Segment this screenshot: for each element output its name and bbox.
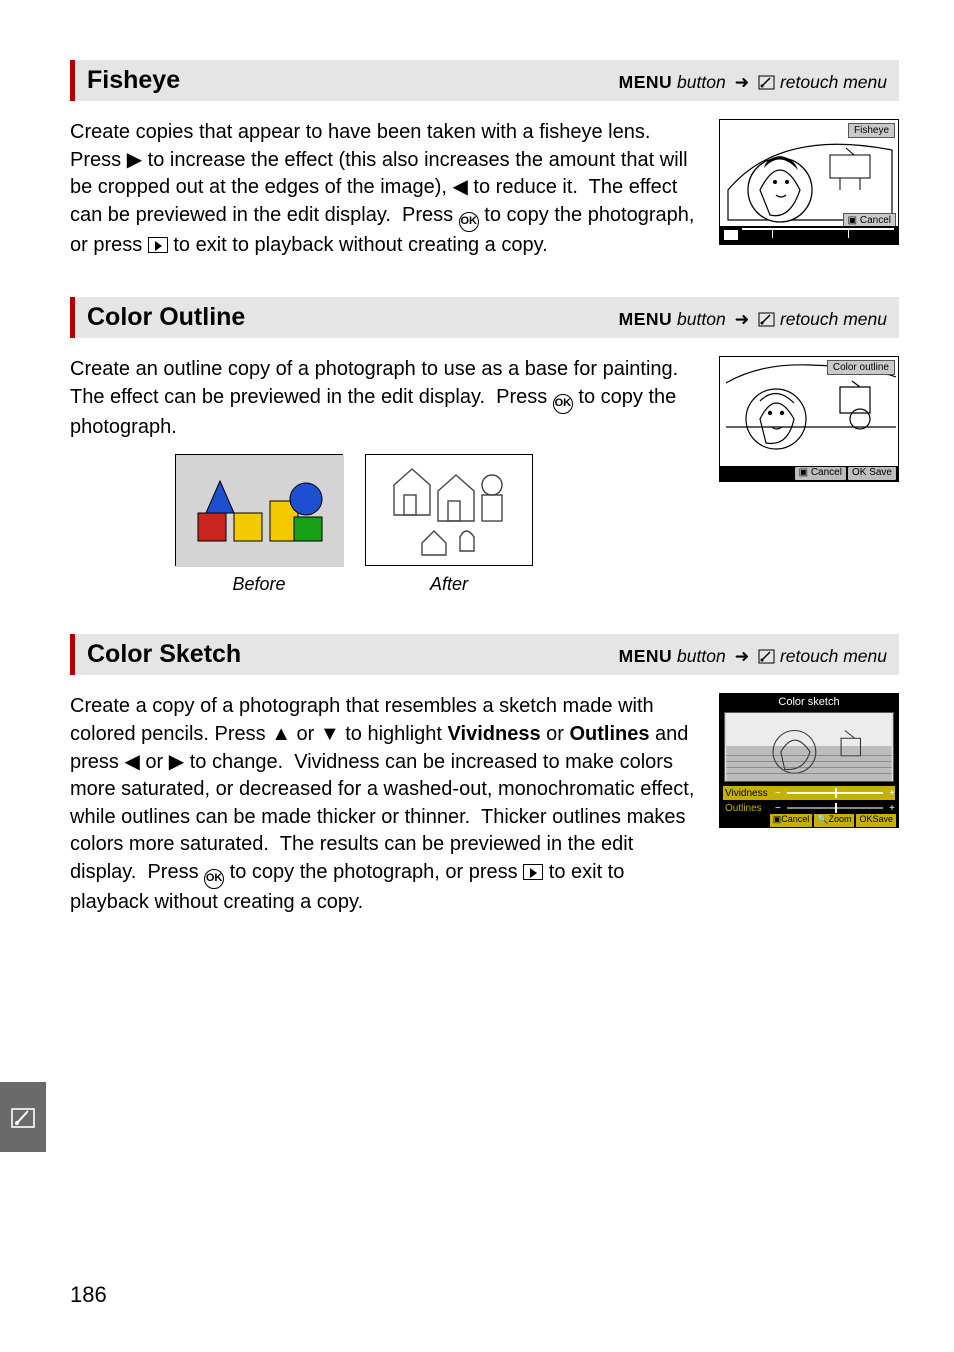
section-header-fisheye: Fisheye MENU button ➜ retouch menu — [70, 60, 899, 101]
arrow-icon: ➜ — [735, 646, 750, 666]
param-label: Vividness — [723, 788, 775, 799]
param-vividness: Vividness − + — [723, 786, 895, 800]
zoom-chip: 🔍Zoom — [814, 814, 854, 827]
param-label: Outlines — [723, 803, 775, 814]
before-caption: Before — [175, 572, 343, 597]
menu-suffix: retouch menu — [780, 309, 887, 329]
content-row: Create a copy of a photograph that resem… — [70, 693, 899, 916]
menu-suffix: retouch menu — [780, 72, 887, 92]
cancel-chip: ▣Cancel — [770, 814, 813, 827]
menu-path: MENU button ➜ retouch menu — [619, 646, 887, 667]
plus-icon: + — [889, 803, 895, 814]
menu-button-label: MENU — [619, 309, 673, 329]
ticks — [742, 228, 894, 240]
body-text: Create an outline copy of a photograph t… — [70, 356, 699, 596]
plus-icon: + — [889, 788, 895, 799]
section-fisheye: Fisheye MENU button ➜ retouch menu Creat… — [70, 60, 899, 259]
menu-button-label: MENU — [619, 646, 673, 666]
retouch-icon — [758, 312, 775, 327]
slider-bar — [787, 792, 883, 794]
figure-color-sketch: Color sketch — [719, 693, 899, 828]
before-item: Before — [175, 454, 343, 597]
menu-path: MENU button ➜ retouch menu — [619, 309, 887, 330]
content-row: Create an outline copy of a photograph t… — [70, 356, 899, 596]
figure-color-outline: Color outline ▣ Cancel OK Save — [719, 356, 899, 482]
menu-path: MENU button ➜ retouch menu — [619, 72, 887, 93]
arrow-icon: ➜ — [735, 309, 750, 329]
minus-icon: − — [775, 803, 781, 814]
screen-title: Color sketch — [720, 694, 898, 710]
screen-color-outline: Color outline ▣ Cancel OK Save — [719, 356, 899, 482]
slider-bar — [787, 807, 883, 809]
ok-icon: OK — [204, 869, 224, 889]
before-image — [175, 454, 343, 566]
footer-bar: ▣Cancel 🔍Zoom OKSave — [720, 813, 898, 827]
arrow-icon: ➜ — [735, 72, 750, 92]
body-mid: and press ◀ or ▶ to change. Vividness ca… — [70, 723, 694, 913]
menu-suffix: retouch menu — [780, 646, 887, 666]
footer-bar: ▣ Cancel OK Save — [720, 466, 898, 481]
after-caption: After — [365, 572, 533, 597]
outlines-term: Outlines — [569, 723, 649, 745]
menu-button-suffix: button — [672, 309, 726, 329]
figure-fisheye: Fisheye ▣ Cancel OK Save — [719, 119, 899, 245]
screen-label: Fisheye — [848, 123, 895, 138]
playback-icon — [148, 237, 168, 253]
menu-button-label: MENU — [619, 72, 673, 92]
ok-icon: OK — [553, 394, 573, 414]
body-text: Create a copy of a photograph that resem… — [70, 693, 699, 916]
screen-label: Color outline — [827, 360, 895, 375]
grid-icon — [724, 230, 738, 240]
menu-button-suffix: button — [672, 72, 726, 92]
retouch-tab-icon — [11, 1106, 35, 1128]
save-chip: OK Save — [848, 467, 896, 480]
section-title: Fisheye — [87, 66, 180, 95]
content-row: Create copies that appear to have been t… — [70, 119, 899, 259]
playback-icon — [523, 864, 543, 880]
menu-button-suffix: button — [672, 646, 726, 666]
section-color-sketch: Color Sketch MENU button ➜ retouch menu … — [70, 634, 899, 916]
vividness-term: Vividness — [448, 723, 541, 745]
screen-color-sketch: Color sketch — [719, 693, 899, 828]
body-text: Create copies that appear to have been t… — [70, 119, 699, 259]
or-text: or — [541, 723, 570, 745]
section-header-color-sketch: Color Sketch MENU button ➜ retouch menu — [70, 634, 899, 675]
minus-icon: − — [775, 788, 781, 799]
before-after-row: Before — [175, 454, 699, 597]
section-header-color-outline: Color Outline MENU button ➜ retouch menu — [70, 297, 899, 338]
after-item: After — [365, 454, 533, 597]
retouch-icon — [758, 75, 775, 90]
after-image — [365, 454, 533, 566]
page-number: 186 — [70, 1282, 107, 1308]
sidebar-tab — [0, 1082, 46, 1152]
ok-icon: OK — [459, 212, 479, 232]
section-title: Color Outline — [87, 303, 245, 332]
cancel-chip: ▣ Cancel — [795, 467, 846, 480]
screen-fisheye: Fisheye ▣ Cancel OK Save — [719, 119, 899, 245]
section-color-outline: Color Outline MENU button ➜ retouch menu… — [70, 297, 899, 596]
preview-area — [724, 712, 894, 782]
retouch-icon — [758, 649, 775, 664]
section-title: Color Sketch — [87, 640, 241, 669]
save-chip: OKSave — [856, 814, 896, 827]
